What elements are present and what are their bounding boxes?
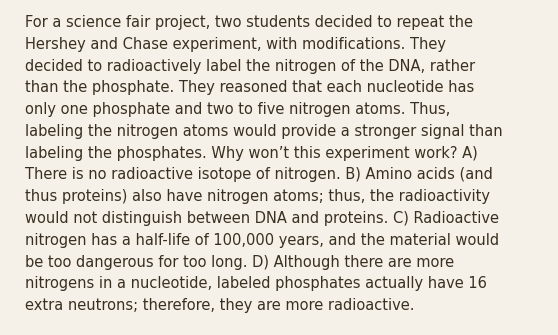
- Text: nitrogen has a half-life of 100,000 years, and the material would: nitrogen has a half-life of 100,000 year…: [25, 233, 499, 248]
- Text: There is no radioactive isotope of nitrogen. B) Amino acids (and: There is no radioactive isotope of nitro…: [25, 168, 493, 183]
- Text: than the phosphate. They reasoned that each nucleotide has: than the phosphate. They reasoned that e…: [25, 80, 474, 95]
- Text: thus proteins) also have nitrogen atoms; thus, the radioactivity: thus proteins) also have nitrogen atoms;…: [25, 189, 490, 204]
- Text: labeling the phosphates. Why won’t this experiment work? A): labeling the phosphates. Why won’t this …: [25, 146, 478, 161]
- Text: labeling the nitrogen atoms would provide a stronger signal than: labeling the nitrogen atoms would provid…: [25, 124, 503, 139]
- Text: decided to radioactively label the nitrogen of the DNA, rather: decided to radioactively label the nitro…: [25, 59, 475, 74]
- Text: Hershey and Chase experiment, with modifications. They: Hershey and Chase experiment, with modif…: [25, 37, 446, 52]
- Text: For a science fair project, two students decided to repeat the: For a science fair project, two students…: [25, 15, 473, 30]
- Text: extra neutrons; therefore, they are more radioactive.: extra neutrons; therefore, they are more…: [25, 298, 415, 313]
- Text: nitrogens in a nucleotide, labeled phosphates actually have 16: nitrogens in a nucleotide, labeled phosp…: [25, 276, 487, 291]
- Text: be too dangerous for too long. D) Although there are more: be too dangerous for too long. D) Althou…: [25, 255, 454, 270]
- Text: would not distinguish between DNA and proteins. C) Radioactive: would not distinguish between DNA and pr…: [25, 211, 499, 226]
- Text: only one phosphate and two to five nitrogen atoms. Thus,: only one phosphate and two to five nitro…: [25, 102, 450, 117]
